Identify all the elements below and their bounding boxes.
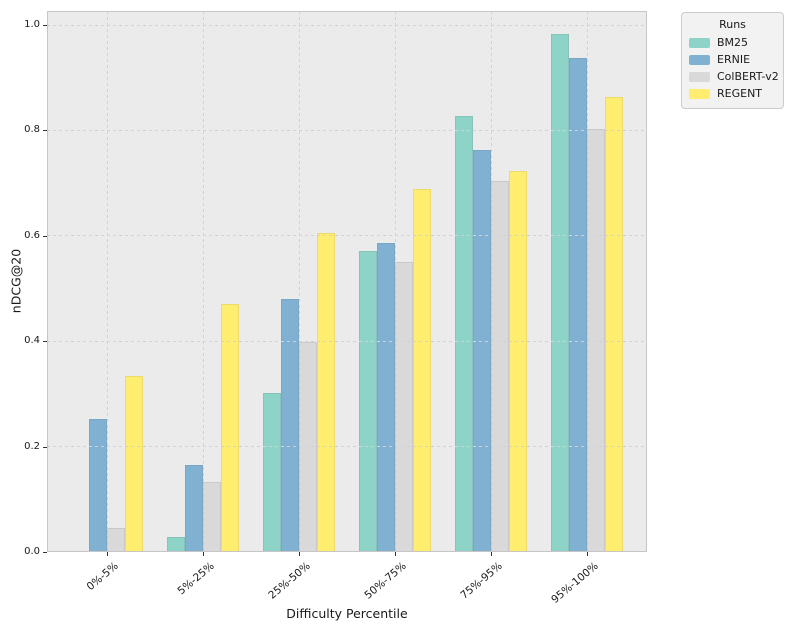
legend-label: ColBERT-v2: [717, 70, 779, 83]
legend-title: Runs: [719, 18, 746, 31]
bar-colbert-v2-5%-25%: [203, 482, 221, 552]
bar-colbert-v2-25%-50%: [299, 342, 317, 552]
legend-item-colbert-v2: ColBERT-v2: [689, 68, 779, 85]
legend-item-bm25: BM25: [689, 34, 776, 51]
bar-bm25-25%-50%: [263, 393, 281, 552]
y-tick-label: 0.4: [24, 335, 40, 347]
y-tick-label: 1.0: [24, 19, 40, 30]
bar-regent-75%-95%: [509, 171, 527, 552]
y-tick-mark: [43, 446, 47, 448]
bar-regent-0%-5%: [125, 376, 143, 552]
legend-swatch-icon: [689, 54, 710, 65]
bar-regent-95%-100%: [605, 97, 623, 552]
x-tick-mark: [107, 552, 108, 556]
x-tick-mark: [491, 552, 492, 556]
x-tick-label-0%-5%: 0%-5%: [84, 560, 121, 594]
legend-swatch-icon: [689, 71, 710, 82]
bar-bm25-75%-95%: [455, 116, 473, 552]
y-tick-mark: [43, 552, 47, 553]
x-tick-label-50%-75%: 50%-75%: [362, 560, 409, 602]
y-tick-mark: [43, 341, 47, 343]
x-tick-mark: [587, 552, 588, 556]
bar-colbert-v2-75%-95%: [491, 181, 509, 552]
x-tick-label-95%-100%: 95%-100%: [549, 560, 601, 606]
legend-item-ernie: ERNIE: [689, 51, 776, 68]
y-tick-mark: [43, 235, 47, 237]
x-tick-mark: [395, 552, 396, 556]
bar-ernie-25%-50%: [281, 299, 299, 552]
bar-bm25-95%-100%: [551, 34, 569, 552]
y-tick-label: 0.2: [24, 440, 40, 452]
bar-regent-5%-25%: [221, 304, 239, 552]
legend: Runs BM25 ERNIE ColBERT-v2 REGENT: [681, 12, 784, 109]
legend-items: BM25 ERNIE ColBERT-v2 REGENT: [689, 34, 779, 102]
y-tick-mark: [43, 25, 47, 26]
legend-label: BM25: [717, 36, 749, 49]
y-tick-label: 0.0: [24, 546, 40, 557]
y-tick-label: 0.8: [24, 124, 40, 136]
legend-label: REGENT: [717, 87, 763, 100]
bar-colbert-v2-0%-5%: [107, 528, 125, 552]
legend-swatch-icon: [689, 37, 710, 48]
x-tick-mark: [299, 552, 300, 556]
x-tick-label-75%-95%: 75%-95%: [458, 560, 505, 602]
y-axis-label: nDCG@20: [8, 248, 24, 314]
y-tick-mark: [43, 130, 47, 132]
h-gridline: [47, 24, 647, 26]
bar-ernie-50%-75%: [377, 243, 395, 552]
legend-swatch-icon: [689, 88, 710, 99]
legend-item-regent: REGENT: [689, 85, 776, 102]
plot-area: [47, 11, 647, 552]
y-tick-label: 0.6: [24, 229, 40, 241]
bar-ernie-95%-100%: [569, 58, 587, 552]
x-tick-label-25%-50%: 25%-50%: [266, 560, 313, 602]
x-tick-label-5%-25%: 5%-25%: [175, 560, 217, 598]
bar-colbert-v2-50%-75%: [395, 262, 413, 552]
bar-ernie-5%-25%: [185, 465, 203, 552]
bar-colbert-v2-95%-100%: [587, 129, 605, 552]
x-axis-label: Difficulty Percentile: [286, 606, 408, 621]
bar-ernie-75%-95%: [473, 150, 491, 552]
legend-label: ERNIE: [717, 53, 751, 66]
x-tick-mark: [203, 552, 204, 556]
bar-bm25-5%-25%: [167, 537, 185, 552]
bar-regent-25%-50%: [317, 233, 335, 552]
bar-ernie-0%-5%: [89, 419, 107, 552]
bar-bm25-50%-75%: [359, 251, 377, 552]
bar-regent-50%-75%: [413, 189, 431, 552]
